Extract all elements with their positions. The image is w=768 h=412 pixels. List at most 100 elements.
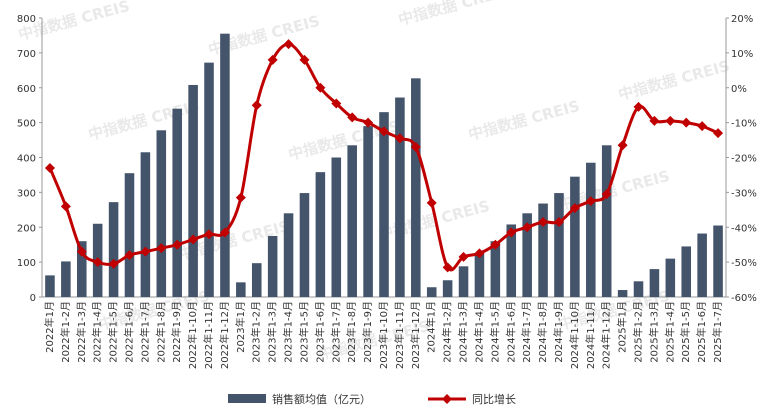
y-tick-label: 500 [17,119,36,130]
bar [267,235,278,297]
bar [617,290,628,297]
marker [538,217,549,228]
marker [617,140,628,151]
x-tick-label: 2025年1-7月 [711,301,724,363]
legend-label: 销售额均值（亿元） [272,392,371,406]
x-tick-label: 2022年1月 [43,301,56,353]
x-tick-label: 2022年1-10月 [186,301,199,369]
watermark: 中指数据 CREIS [86,97,201,144]
bar [649,269,660,297]
x-tick-label: 2023年1-5月 [297,301,310,363]
watermark: 中指数据 CREIS [616,57,731,104]
bar [45,275,55,297]
bar [172,108,182,297]
x-tick-label: 2024年1-4月 [472,301,485,363]
legend-swatch [228,394,266,403]
y2-tick-label: -50% [731,258,757,269]
marker [347,112,358,123]
marker [665,115,676,126]
marker [156,243,167,254]
marker [490,239,501,250]
bar [411,78,421,298]
x-tick-label: 2022年1-8月 [154,301,167,363]
x-tick-label: 2022年1-5月 [107,301,120,363]
marker [44,162,55,173]
marker [251,100,262,111]
x-tick-label: 2022年1-11月 [202,301,215,369]
marker [442,262,453,273]
bar [156,130,167,297]
marker [299,54,310,65]
x-tick-label: 2022年1-2月 [59,301,72,363]
watermark: 中指数据 CREIS [466,97,581,144]
x-tick-label: 2023年1月 [234,301,247,353]
marker [235,192,246,203]
bar [506,224,517,297]
legend-swatch [442,394,452,404]
bar [124,173,135,297]
y-tick-label: 600 [17,84,36,95]
x-tick-label: 2025年1月 [616,301,629,353]
y2-tick-label: -40% [731,223,757,234]
bar [236,282,246,297]
bar [76,241,87,297]
x-tick-label: 2024年1-3月 [457,301,470,363]
marker [204,229,215,240]
bar [315,172,326,297]
y2-tick-label: -60% [731,293,757,304]
x-tick-label: 2024年1-11月 [584,301,597,369]
y2-tick-label: 20% [731,14,753,25]
bar [379,112,389,297]
x-tick-label: 2025年1-2月 [632,301,645,363]
marker [108,258,119,269]
marker [681,117,692,128]
bar [490,241,501,297]
x-tick-label: 2023年1-10月 [377,301,390,369]
marker [601,189,612,200]
marker [713,128,724,139]
marker [553,217,564,228]
bar [458,266,469,297]
bar [633,281,644,297]
y2-tick-label: 10% [731,49,753,60]
y2-tick-label: 0% [731,84,747,95]
x-tick-label: 2023年1-12月 [409,301,422,369]
bar [220,33,230,297]
bar [570,176,580,297]
legend-label: 同比增长 [472,392,516,406]
x-tick-label: 2024年1-8月 [536,301,549,363]
marker [188,234,199,245]
bar [299,193,310,297]
x-tick-label: 2023年1-4月 [282,301,295,363]
bar [426,287,437,297]
marker [219,227,230,238]
marker [283,39,294,50]
marker [315,82,326,93]
bar [665,258,676,297]
x-tick-label: 2023年1-6月 [313,301,326,363]
x-tick-label: 2022年1-7月 [138,301,151,363]
y-tick-label: 0 [30,293,36,304]
marker [363,117,374,128]
marker [474,248,485,259]
bar [108,202,119,297]
x-tick-label: 2025年1-4月 [663,301,676,363]
y-tick-label: 800 [17,14,36,25]
bar [331,157,342,297]
y2-tick-label: -20% [731,154,757,165]
y2-tick-label: -10% [731,119,757,130]
bar [681,246,692,297]
bar [140,152,151,297]
x-tick-label: 2024年1月 [425,301,438,353]
marker [426,197,437,208]
bar [586,162,596,297]
marker [379,126,389,137]
bar [61,261,71,297]
x-tick-label: 2025年1-3月 [647,301,660,363]
x-tick-label: 2022年1-3月 [75,301,88,363]
bar [363,126,373,297]
x-tick-label: 2024年1-7月 [520,301,533,363]
x-tick-label: 2024年1-12月 [600,301,613,369]
marker [140,246,151,257]
